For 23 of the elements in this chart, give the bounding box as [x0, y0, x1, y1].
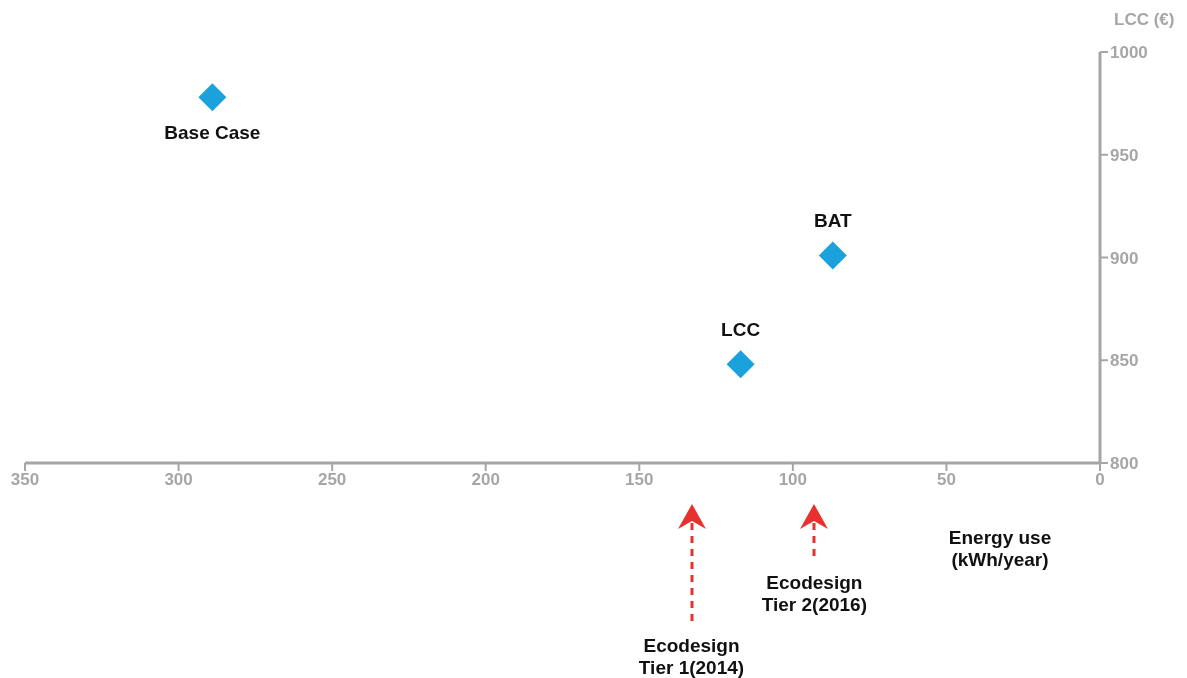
- x-axis-title: Energy use (kWh/year): [947, 527, 1053, 571]
- x-tick-label: 300: [164, 470, 193, 490]
- y-tick-label: 950: [1110, 145, 1139, 165]
- point: [726, 350, 755, 379]
- point: [818, 241, 847, 270]
- point: [198, 83, 227, 112]
- y-tick-label: 1000: [1110, 43, 1148, 63]
- ref-line-label: Ecodesign Tier 2(2016): [760, 572, 868, 616]
- data-label: Base Case: [164, 122, 261, 144]
- y-tick-label: 800: [1110, 454, 1139, 474]
- x-tick-label: 350: [10, 470, 40, 490]
- x-tick-label: 0: [1095, 470, 1105, 490]
- y-axis-title: LCC (€): [1114, 10, 1175, 30]
- data-label: LCC: [721, 319, 761, 341]
- data-label: BAT: [813, 210, 852, 232]
- x-tick-label: 250: [317, 470, 347, 490]
- x-tick-label: 50: [936, 470, 956, 490]
- y-tick-label: 900: [1110, 248, 1139, 268]
- x-tick-label: 200: [471, 470, 500, 490]
- y-tick-label: 850: [1110, 351, 1139, 371]
- ref-line-label: Ecodesign Tier 1(2014): [637, 635, 746, 678]
- x-tick-label: 150: [625, 470, 654, 490]
- x-tick-label: 100: [778, 470, 808, 490]
